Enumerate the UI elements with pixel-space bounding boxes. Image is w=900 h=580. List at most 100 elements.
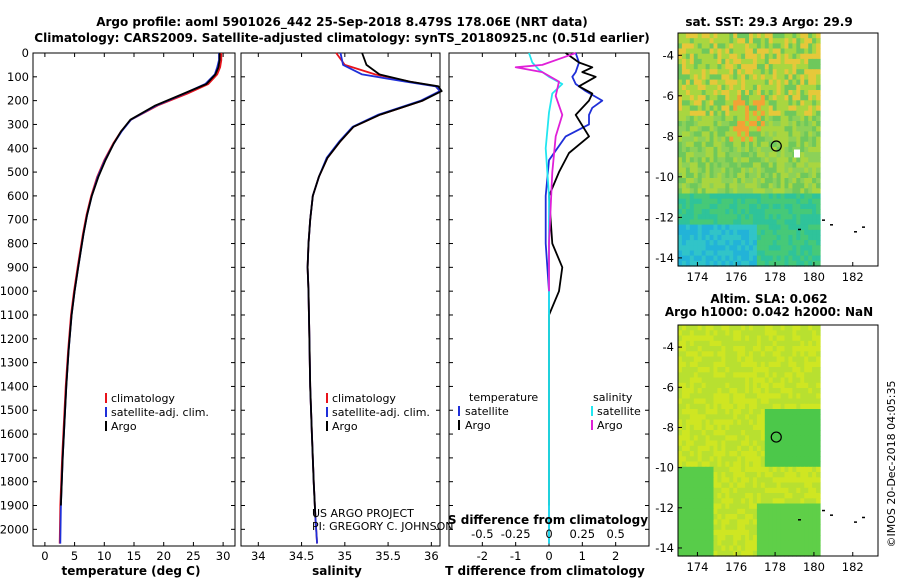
map-cell	[681, 356, 687, 363]
salinity-xlabel: salinity	[312, 564, 362, 578]
map-cell	[729, 377, 734, 384]
map-cell	[816, 115, 821, 122]
map-cell	[709, 356, 715, 363]
map-cell	[709, 409, 715, 415]
map-cell	[737, 409, 742, 415]
map-cell	[816, 382, 821, 389]
legend-label: Argo	[332, 420, 358, 433]
map-cell	[693, 330, 699, 337]
map-cell	[788, 545, 793, 552]
map-cell	[812, 43, 817, 50]
map-cell	[812, 136, 817, 143]
map-cell	[701, 126, 707, 132]
depth-tick-label: 500	[7, 165, 29, 179]
map-cell	[709, 372, 715, 379]
map-cell	[764, 388, 770, 394]
map-cell	[796, 430, 801, 436]
map-cell	[713, 424, 718, 431]
map-cell	[717, 346, 722, 352]
map-cell	[741, 152, 746, 158]
map-cell	[749, 162, 754, 169]
map-cell	[693, 388, 699, 394]
map-cell	[693, 372, 699, 379]
map-cell	[725, 84, 730, 91]
map-cell	[697, 100, 703, 107]
map-cell	[697, 203, 703, 210]
map-cell	[709, 250, 715, 257]
map-cell	[804, 146, 809, 153]
map-cell	[717, 245, 722, 252]
map-cell	[741, 529, 746, 536]
map-cell	[693, 487, 699, 494]
map-cell	[772, 388, 778, 394]
map-cell	[733, 351, 738, 358]
map-cell	[745, 260, 750, 267]
map-cell	[737, 48, 742, 55]
map-cell	[772, 69, 778, 75]
map-cell	[780, 43, 786, 50]
map-cell	[772, 519, 778, 526]
map-cell	[764, 372, 770, 379]
map-cell	[796, 110, 801, 117]
map-cell	[780, 540, 786, 547]
map-cell	[725, 209, 730, 215]
map-cell	[776, 48, 782, 55]
map-cell	[812, 445, 817, 452]
map-cell	[784, 372, 789, 379]
map-cell	[713, 229, 718, 236]
map-cell	[756, 48, 762, 55]
map-cell	[737, 367, 742, 373]
map-cell	[709, 445, 715, 452]
map-cell	[800, 424, 805, 431]
x-tick-label: 25	[186, 549, 201, 563]
map-cell	[788, 409, 793, 415]
map-cell	[685, 58, 691, 65]
map-cell	[749, 260, 754, 267]
map-cell	[816, 398, 821, 405]
map-cell	[816, 482, 821, 489]
map-cell	[749, 346, 754, 352]
map-cell	[760, 240, 766, 246]
map-cell	[733, 136, 738, 143]
map-cell	[760, 456, 766, 463]
map-cell	[752, 519, 758, 526]
map-cell	[776, 482, 782, 489]
map-cell	[796, 255, 801, 262]
map-cell	[760, 440, 766, 447]
map-cell	[701, 74, 707, 81]
map-cell	[784, 74, 789, 81]
map-cell	[737, 424, 742, 431]
map-cell	[705, 198, 711, 205]
map-cell	[681, 178, 687, 184]
map-cell	[741, 477, 746, 484]
map-cell	[717, 456, 722, 463]
map-cell	[764, 377, 770, 384]
x-tick-label: 0	[41, 549, 48, 563]
map-cell	[709, 38, 715, 44]
map-cell	[764, 245, 770, 252]
map-cell	[678, 219, 683, 226]
map-cell	[764, 234, 770, 241]
map-y-tick-label: -4	[663, 48, 674, 62]
map-cell	[772, 330, 778, 337]
map-cell	[756, 141, 762, 148]
map-cell	[685, 69, 691, 75]
map-cell	[717, 115, 722, 122]
map-cell	[733, 209, 738, 215]
map-cell	[780, 193, 786, 200]
map-cell	[784, 178, 789, 184]
map-cell	[772, 141, 778, 148]
map-cell	[772, 508, 778, 515]
map-cell	[772, 487, 778, 494]
map-cell	[776, 219, 782, 226]
map-cell	[721, 388, 726, 394]
map-cell	[772, 409, 778, 415]
map-cell	[796, 461, 801, 468]
map-cell	[741, 79, 746, 86]
map-cell	[808, 540, 813, 547]
map-cell	[681, 229, 687, 236]
map-cell	[749, 79, 754, 86]
map-cell	[749, 90, 754, 96]
map-cell	[749, 519, 754, 526]
